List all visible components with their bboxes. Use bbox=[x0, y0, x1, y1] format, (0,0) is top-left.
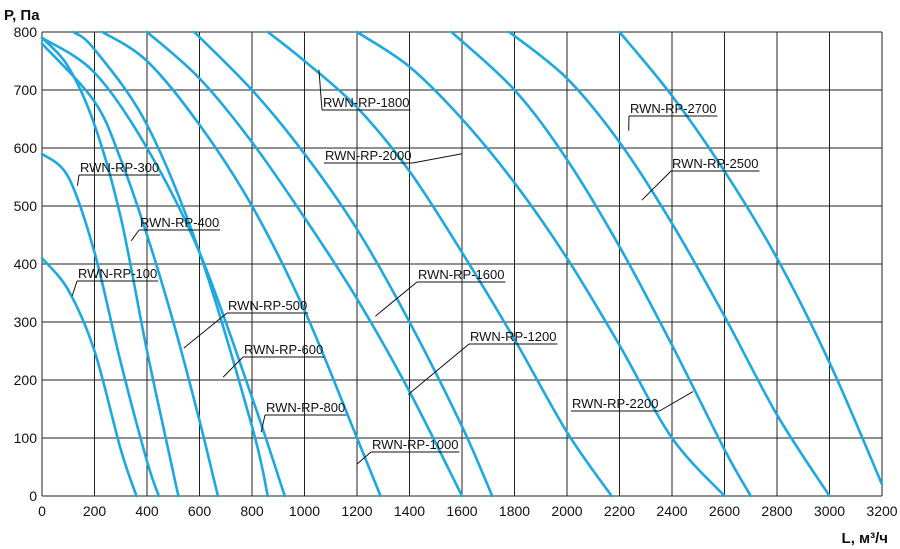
label-rwn-rp-500: RWN-RP-500 bbox=[183, 298, 309, 349]
x-tick-label: 1600 bbox=[446, 503, 477, 519]
curve-rwn-rp-1200 bbox=[145, 30, 464, 498]
curve-rwn-rp-2500 bbox=[508, 30, 831, 498]
curve-rwn-rp-2200 bbox=[450, 30, 753, 498]
x-tick-label: 2200 bbox=[604, 503, 635, 519]
y-tick-label: 0 bbox=[29, 488, 37, 504]
curve-rwn-rp-800 bbox=[40, 36, 287, 498]
x-tick-label: 2400 bbox=[656, 503, 687, 519]
label-leader bbox=[71, 280, 78, 297]
label-leader bbox=[222, 356, 244, 378]
label-rwn-rp-400: RWN-RP-400 bbox=[130, 215, 221, 242]
x-tick-label: 200 bbox=[83, 503, 107, 519]
curve-rwn-rp-600 bbox=[72, 30, 270, 498]
x-tick-label: 800 bbox=[240, 503, 264, 519]
x-axis-title: L, м³/ч bbox=[842, 530, 888, 547]
curve-label-text: RWN-RP-500 bbox=[228, 298, 307, 313]
x-tick-label: 1400 bbox=[394, 503, 425, 519]
y-tick-label: 500 bbox=[14, 198, 38, 214]
curve-label-text: RWN-RP-800 bbox=[266, 400, 345, 415]
curve-label-text: RWN-RP-300 bbox=[80, 160, 159, 175]
y-tick-label: 800 bbox=[14, 24, 38, 40]
curve-rwn-rp-2700 bbox=[618, 30, 884, 486]
curve-label-text: RWN-RP-1000 bbox=[372, 437, 458, 452]
curve-rwn-rp-100 bbox=[40, 256, 138, 498]
label-leader bbox=[183, 312, 228, 349]
x-tick-label: 600 bbox=[188, 503, 212, 519]
label-leader bbox=[659, 391, 694, 412]
label-rwn-rp-100: RWN-RP-100 bbox=[71, 266, 159, 297]
x-tick-label: 2800 bbox=[761, 503, 792, 519]
label-leader bbox=[356, 451, 372, 465]
curve-label-text: RWN-RP-1200 bbox=[470, 329, 556, 344]
x-tick-label: 3200 bbox=[866, 503, 897, 519]
curve-rwn-rp-400 bbox=[40, 36, 180, 498]
x-tick-label: 2600 bbox=[709, 503, 740, 519]
x-tick-label: 1200 bbox=[341, 503, 372, 519]
y-tick-label: 400 bbox=[14, 256, 38, 272]
y-tick-label: 200 bbox=[14, 372, 38, 388]
label-leader bbox=[260, 414, 266, 433]
label-leader bbox=[375, 281, 418, 317]
y-tick-label: 600 bbox=[14, 140, 38, 156]
label-rwn-rp-1600: RWN-RP-1600 bbox=[375, 267, 506, 317]
label-rwn-rp-2200: RWN-RP-2200 bbox=[571, 391, 694, 412]
label-leader bbox=[76, 174, 80, 186]
curve-label-text: RWN-RP-2700 bbox=[630, 101, 716, 116]
x-tick-label: 3000 bbox=[814, 503, 845, 519]
curve-label-text: RWN-RP-1800 bbox=[323, 95, 409, 110]
y-tick-label: 700 bbox=[14, 82, 38, 98]
x-tick-label: 1000 bbox=[289, 503, 320, 519]
curve-labels: RWN-RP-100 RWN-RP-300 RWN-RP-400 RWN-RP-500… bbox=[71, 69, 760, 465]
label-rwn-rp-600: RWN-RP-600 bbox=[222, 342, 325, 378]
label-rwn-rp-1200: RWN-RP-1200 bbox=[407, 329, 558, 395]
label-rwn-rp-2500: RWN-RP-2500 bbox=[641, 156, 760, 201]
label-leader bbox=[412, 153, 463, 164]
y-tick-label: 300 bbox=[14, 314, 38, 330]
label-rwn-rp-300: RWN-RP-300 bbox=[76, 160, 161, 186]
curve-rwn-rp-1600 bbox=[193, 30, 494, 498]
curve-rwn-rp-1000 bbox=[101, 30, 382, 498]
curve-label-text: RWN-RP-1600 bbox=[418, 267, 504, 282]
curve-label-text: RWN-RP-100 bbox=[78, 266, 157, 281]
label-rwn-rp-800: RWN-RP-800 bbox=[260, 400, 347, 433]
label-rwn-rp-2000: RWN-RP-2000 bbox=[324, 148, 463, 164]
tick-labels: 0 200 400 600 800 1000 1200 1400 1600 1800 2000 220… bbox=[14, 24, 898, 519]
y-axis-title: P, Па bbox=[4, 7, 40, 24]
label-rwn-rp-2700: RWN-RP-2700 bbox=[628, 101, 718, 131]
x-tick-label: 400 bbox=[135, 503, 159, 519]
label-leader bbox=[641, 170, 672, 201]
label-rwn-rp-1800: RWN-RP-1800 bbox=[318, 69, 411, 111]
x-tick-label: 0 bbox=[38, 503, 46, 519]
x-tick-label: 1800 bbox=[499, 503, 530, 519]
curve-label-text: RWN-RP-2000 bbox=[325, 148, 411, 163]
curve-rwn-rp-2000 bbox=[355, 30, 726, 498]
curve-rwn-rp-500 bbox=[40, 42, 220, 498]
curve-rwn-rp-300 bbox=[40, 152, 161, 498]
y-tick-label: 100 bbox=[14, 430, 38, 446]
curve-label-text: RWN-RP-2500 bbox=[672, 156, 758, 171]
label-leader bbox=[130, 229, 140, 242]
label-leader bbox=[407, 343, 470, 395]
label-leader bbox=[318, 69, 323, 111]
label-rwn-rp-1000: RWN-RP-1000 bbox=[356, 437, 460, 465]
curves bbox=[40, 30, 884, 498]
curve-label-text: RWN-RP-2200 bbox=[572, 396, 658, 411]
curve-label-text: RWN-RP-600 bbox=[244, 342, 323, 357]
x-tick-label: 2000 bbox=[551, 503, 582, 519]
curve-label-text: RWN-RP-400 bbox=[140, 215, 219, 230]
